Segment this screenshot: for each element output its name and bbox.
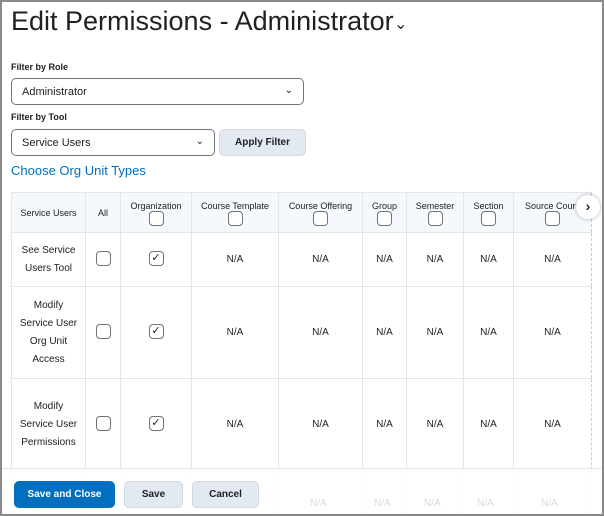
col-organization: Organization bbox=[120, 192, 192, 233]
col-label: Course Template bbox=[201, 201, 269, 211]
col-course-offering: Course Offering bbox=[278, 192, 363, 233]
col-course-template: Course Template bbox=[191, 192, 279, 233]
na-cell: N/A bbox=[406, 232, 464, 287]
col-semester: Semester bbox=[406, 192, 464, 233]
faded-na: N/A bbox=[424, 498, 441, 509]
checkbox-checked[interactable]: ✓ bbox=[148, 416, 164, 432]
permission-name: Modify Service User Permissions bbox=[11, 378, 86, 471]
all-cell bbox=[85, 378, 121, 471]
na-cell: N/A bbox=[513, 286, 592, 379]
na-cell: N/A bbox=[278, 232, 363, 287]
faded-na: N/A bbox=[310, 498, 327, 509]
col-group: Group bbox=[362, 192, 407, 233]
checkbox[interactable] bbox=[377, 211, 392, 226]
na-cell: N/A bbox=[463, 378, 514, 471]
na-cell: N/A bbox=[463, 232, 514, 287]
checkbox[interactable] bbox=[95, 416, 111, 432]
col-section: Section bbox=[463, 192, 514, 233]
table-header-row: Service Users All Organization Course Te… bbox=[11, 192, 592, 233]
all-cell bbox=[85, 286, 121, 379]
all-cell bbox=[85, 232, 121, 287]
filter-tool-label: Filter by Tool bbox=[11, 112, 67, 122]
organization-cell: ✓ bbox=[120, 378, 192, 471]
tool-select[interactable]: Service Users ⌄ bbox=[11, 129, 215, 156]
permission-name: See Service Users Tool bbox=[11, 232, 86, 287]
checkbox[interactable] bbox=[427, 211, 443, 226]
page-title: Edit Permissions - Administrator bbox=[11, 6, 394, 36]
na-cell: N/A bbox=[362, 232, 407, 287]
na-cell: N/A bbox=[406, 286, 464, 379]
col-label: Source Cours bbox=[524, 201, 581, 211]
checkbox[interactable] bbox=[95, 324, 111, 340]
role-select-value: Administrator bbox=[22, 86, 87, 98]
faded-na: N/A bbox=[374, 498, 391, 509]
checkbox[interactable] bbox=[227, 211, 243, 226]
filter-role-label: Filter by Role bbox=[11, 62, 69, 72]
apply-filter-button[interactable]: Apply Filter bbox=[219, 129, 306, 156]
na-cell: N/A bbox=[362, 378, 407, 471]
chevron-down-icon: ⌄ bbox=[284, 85, 293, 96]
checkbox[interactable] bbox=[148, 211, 164, 226]
na-cell: N/A bbox=[406, 378, 464, 471]
checkbox[interactable] bbox=[313, 211, 328, 226]
table-row: Modify Service User Org Unit Access ✓ N/… bbox=[11, 286, 592, 379]
permission-name: Modify Service User Org Unit Access bbox=[11, 286, 86, 379]
col-label: Section bbox=[473, 201, 504, 211]
checkbox[interactable] bbox=[481, 211, 496, 226]
na-cell: N/A bbox=[362, 286, 407, 379]
checkbox[interactable] bbox=[95, 251, 111, 267]
na-cell: N/A bbox=[463, 286, 514, 379]
na-cell: N/A bbox=[278, 378, 363, 471]
na-cell: N/A bbox=[513, 232, 592, 287]
checkbox-checked[interactable]: ✓ bbox=[148, 324, 164, 340]
faded-na: N/A bbox=[477, 498, 494, 509]
faded-na: N/A bbox=[541, 498, 558, 509]
choose-org-unit-types-link[interactable]: Choose Org Unit Types bbox=[11, 163, 146, 178]
checkbox[interactable] bbox=[545, 211, 560, 226]
save-button[interactable]: Save bbox=[124, 481, 183, 508]
col-label: Organization bbox=[130, 201, 182, 211]
save-and-close-button[interactable]: Save and Close bbox=[14, 481, 115, 508]
col-label: Group bbox=[371, 201, 397, 211]
role-select[interactable]: Administrator ⌄ bbox=[11, 78, 304, 105]
cancel-button[interactable]: Cancel bbox=[192, 481, 259, 508]
na-cell: N/A bbox=[278, 286, 363, 379]
col-label: Course Offering bbox=[288, 201, 353, 211]
na-cell: N/A bbox=[191, 286, 279, 379]
scroll-right-chevron-icon[interactable]: › bbox=[576, 195, 600, 219]
table-row: See Service Users Tool ✓ N/A N/A N/A N/A… bbox=[11, 232, 592, 287]
organization-cell: ✓ bbox=[120, 232, 192, 287]
col-all: All bbox=[85, 192, 121, 233]
organization-cell: ✓ bbox=[120, 286, 192, 379]
col-service-users: Service Users bbox=[11, 192, 86, 233]
na-cell: N/A bbox=[513, 378, 592, 471]
tool-select-value: Service Users bbox=[22, 137, 91, 149]
col-label: Semester bbox=[415, 201, 455, 211]
title-chevron-down-icon[interactable]: ⌄ bbox=[394, 16, 408, 33]
chevron-down-icon: ⌄ bbox=[195, 136, 204, 147]
na-cell: N/A bbox=[191, 378, 279, 471]
checkbox-checked[interactable]: ✓ bbox=[148, 251, 164, 267]
table-row: Modify Service User Permissions ✓ N/A N/… bbox=[11, 378, 592, 471]
na-cell: N/A bbox=[191, 232, 279, 287]
